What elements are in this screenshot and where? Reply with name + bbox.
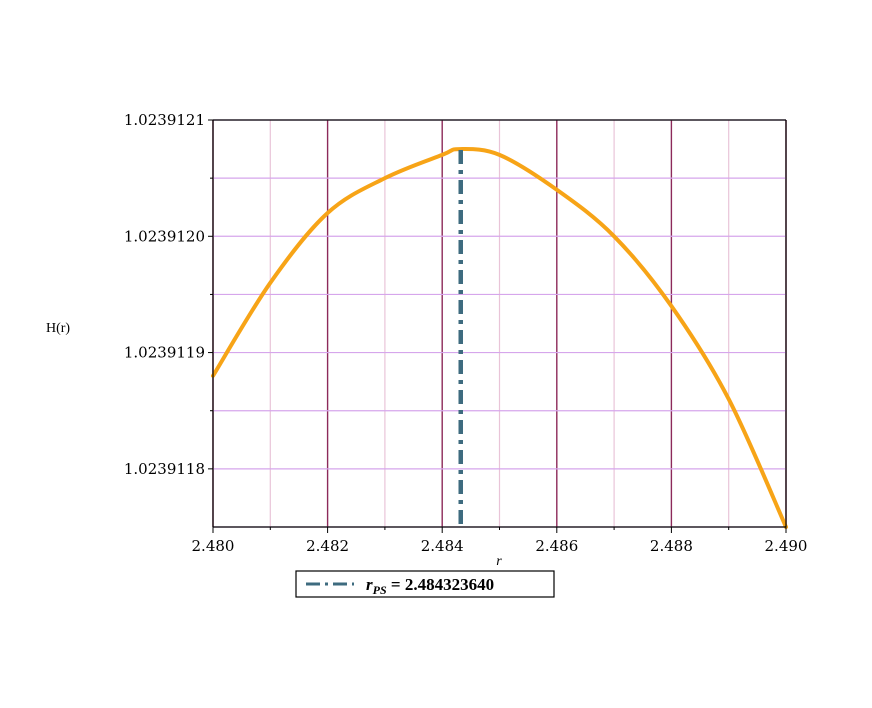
x-tick-label: 2.480: [192, 537, 235, 555]
x-tick-label: 2.490: [765, 537, 808, 555]
legend-symbol: r: [366, 575, 373, 594]
y-tick-label: 1.0239119: [124, 344, 205, 362]
legend-subscript: PS: [373, 583, 387, 597]
x-tick-label: 2.482: [306, 537, 349, 555]
grid: [212, 119, 787, 528]
plot-data: [211, 147, 788, 530]
y-axis-title: H(r): [46, 321, 70, 336]
axes: 2.480 2.482 2.484 2.486 2.488 2.490 1.0239118 1…: [124, 111, 808, 555]
x-tick-label: 2.484: [421, 537, 464, 555]
x-tick-label: 2.488: [650, 537, 693, 555]
h-curve: [211, 147, 788, 529]
legend-value: = 2.484323640: [387, 575, 494, 594]
y-tick-label: 1.0239118: [124, 460, 205, 478]
x-tick-label: 2.486: [535, 537, 578, 555]
x-axis-title: r: [496, 554, 502, 569]
y-tick-label: 1.0239121: [124, 111, 205, 129]
legend: rPS = 2.484323640: [295, 570, 555, 598]
y-tick-label: 1.0239120: [124, 227, 205, 245]
axis-labels: r H(r): [46, 321, 502, 569]
legend-label: rPS = 2.484323640: [366, 575, 494, 597]
